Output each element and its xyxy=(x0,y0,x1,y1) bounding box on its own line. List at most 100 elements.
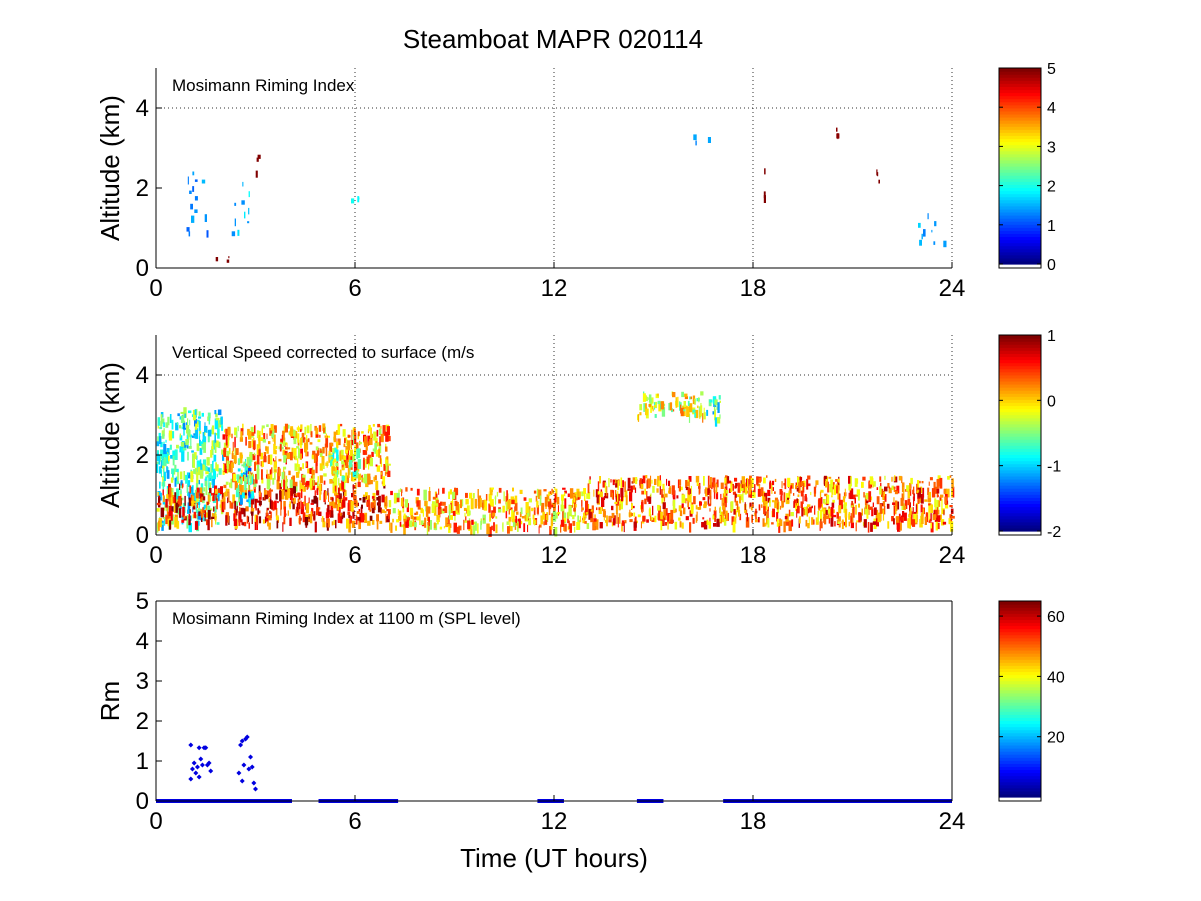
heatmap-cell xyxy=(750,506,753,511)
heatmap-cell xyxy=(347,475,349,484)
heatmap-cell xyxy=(177,472,179,482)
heatmap-cell xyxy=(255,502,257,511)
colorbar-step xyxy=(999,604,1041,608)
heatmap-cell xyxy=(750,478,754,488)
heatmap-cell xyxy=(654,401,658,409)
heatmap-cell xyxy=(261,469,263,480)
heatmap-cell xyxy=(649,514,652,521)
heatmap-cell xyxy=(526,509,530,517)
heatmap-cell xyxy=(371,504,375,514)
heatmap-cell xyxy=(915,514,918,522)
heatmap-cell xyxy=(363,494,366,498)
heatmap-cell xyxy=(749,502,752,507)
heatmap-cell xyxy=(761,504,763,508)
heatmap-cell xyxy=(509,526,513,532)
heatmap-cell xyxy=(281,434,283,443)
heatmap-cell xyxy=(165,439,167,443)
colorbar-step xyxy=(999,254,1041,259)
scatter-point xyxy=(249,764,255,770)
heatmap-cell xyxy=(190,491,192,495)
heatmap-cell xyxy=(656,488,659,493)
heatmap-cell xyxy=(563,504,565,514)
heatmap-cell xyxy=(712,411,716,415)
heatmap-cell xyxy=(287,510,289,516)
heatmap-cell xyxy=(313,495,317,504)
colorbar-tick-label: 20 xyxy=(1047,730,1065,747)
heatmap-cell xyxy=(242,181,244,187)
heatmap-cell xyxy=(253,486,256,493)
heatmap-cell xyxy=(283,501,286,510)
heatmap-cell xyxy=(589,476,591,480)
heatmap-cell xyxy=(384,496,388,508)
heatmap-cell xyxy=(455,501,459,513)
heatmap-cell xyxy=(237,229,240,236)
heatmap-cell xyxy=(325,447,328,457)
heatmap-cell xyxy=(800,490,804,497)
heatmap-cell xyxy=(712,515,715,520)
heatmap-cell xyxy=(706,519,709,525)
heatmap-cell xyxy=(687,400,690,406)
heatmap-cell xyxy=(158,497,161,508)
heatmap-cell xyxy=(281,472,285,480)
heatmap-cell xyxy=(342,489,346,492)
heatmap-cell xyxy=(254,521,257,530)
heatmap-cell xyxy=(246,499,249,502)
heatmap-cell xyxy=(276,520,279,529)
heatmap-cell xyxy=(188,515,191,526)
heatmap-cell xyxy=(183,442,187,448)
heatmap-cell xyxy=(288,470,291,476)
colorbar-step xyxy=(999,205,1041,210)
heatmap-cell xyxy=(266,507,269,511)
heatmap-cell xyxy=(697,507,701,510)
heatmap-cell xyxy=(197,501,201,505)
heatmap-cell xyxy=(734,485,738,489)
heatmap-cell xyxy=(681,486,683,491)
heatmap-cell xyxy=(786,499,790,504)
heatmap-cell xyxy=(645,475,648,479)
heatmap-cell xyxy=(594,514,596,518)
heatmap-cell xyxy=(309,515,313,524)
heatmap-cell xyxy=(924,499,928,502)
heatmap-cell xyxy=(171,468,175,474)
heatmap-cell xyxy=(345,459,349,468)
heatmap-cell xyxy=(550,525,553,530)
heatmap-cell xyxy=(619,500,623,510)
heatmap-cell xyxy=(196,473,199,484)
colorbar-step xyxy=(999,640,1041,645)
heatmap-cell xyxy=(351,472,353,482)
heatmap-cell xyxy=(218,488,221,493)
heatmap-cell xyxy=(432,496,436,500)
heatmap-cell xyxy=(324,502,326,505)
heatmap-cell xyxy=(410,512,414,520)
heatmap-cell xyxy=(632,477,636,484)
heatmap-cell xyxy=(220,486,223,495)
heatmap-cell xyxy=(166,494,169,499)
heatmap-cell xyxy=(649,494,652,504)
heatmap-cell xyxy=(630,512,633,517)
colorbar-step xyxy=(999,778,1041,783)
heatmap-cell xyxy=(477,489,479,498)
heatmap-cell xyxy=(283,466,287,470)
heatmap-cell xyxy=(198,479,200,485)
heatmap-cell xyxy=(833,514,837,518)
heatmap-cell xyxy=(708,521,711,529)
heatmap-cell xyxy=(858,493,860,501)
colorbar-step xyxy=(999,488,1041,492)
heatmap-cell xyxy=(793,493,795,496)
colorbar-step xyxy=(999,714,1041,718)
heatmap-cell xyxy=(251,476,254,484)
heatmap-cell xyxy=(448,510,451,520)
heatmap-cell xyxy=(939,496,942,501)
heatmap-cell xyxy=(160,417,163,427)
heatmap-cell xyxy=(235,448,239,455)
colorbar-step xyxy=(999,187,1041,192)
heatmap-cell xyxy=(744,482,748,494)
heatmap-cell xyxy=(685,498,687,504)
heatmap-cell xyxy=(869,506,873,510)
heatmap-cell xyxy=(328,492,330,502)
heatmap-cell xyxy=(879,504,883,514)
heatmap-cell xyxy=(780,495,783,501)
heatmap-cell xyxy=(893,486,896,489)
heatmap-cell xyxy=(754,512,756,517)
heatmap-cell xyxy=(170,510,173,521)
